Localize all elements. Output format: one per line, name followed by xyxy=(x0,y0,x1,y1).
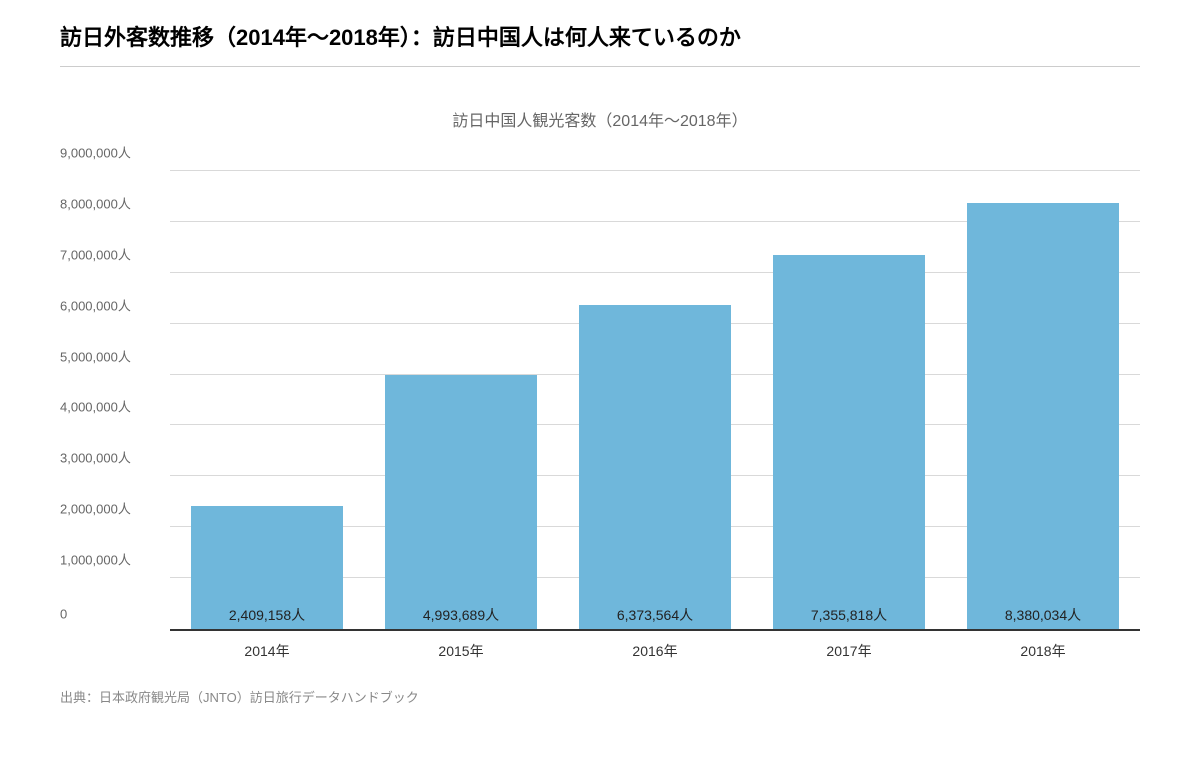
x-tick-label: 2016年 xyxy=(558,635,752,661)
bar-value-label: 4,993,689人 xyxy=(423,605,499,625)
bar-value-label: 7,355,818人 xyxy=(811,605,887,625)
bar-slot: 8,380,034人 xyxy=(946,171,1140,629)
bar-slot: 6,373,564人 xyxy=(558,171,752,629)
x-tick-label: 2014年 xyxy=(170,635,364,661)
x-tick-label: 2018年 xyxy=(946,635,1140,661)
plot-area: 2,409,158人 4,993,689人 6,373,564人 7,355,818人… xyxy=(170,171,1140,631)
y-tick-label: 5,000,000人 xyxy=(60,346,160,365)
bar: 6,373,564人 xyxy=(579,305,730,629)
y-tick-label: 1,000,000人 xyxy=(60,550,160,569)
bar: 7,355,818人 xyxy=(773,255,924,629)
y-tick-label: 6,000,000人 xyxy=(60,295,160,314)
bars-container: 2,409,158人 4,993,689人 6,373,564人 7,355,818人… xyxy=(170,171,1140,629)
y-tick-label: 3,000,000人 xyxy=(60,448,160,467)
bar-chart: 2,409,158人 4,993,689人 6,373,564人 7,355,818人… xyxy=(60,171,1140,661)
bar: 8,380,034人 xyxy=(967,203,1118,629)
source-citation: 出典：日本政府観光局（JNTO）訪日旅行データハンドブック xyxy=(60,687,1140,706)
x-tick-label: 2017年 xyxy=(752,635,946,661)
page-title: 訪日外客数推移（2014年～2018年）：訪日中国人は何人来ているのか xyxy=(60,20,1140,67)
bar-slot: 4,993,689人 xyxy=(364,171,558,629)
y-tick-label: 0 xyxy=(60,607,160,622)
bar-slot: 2,409,158人 xyxy=(170,171,364,629)
x-axis-labels: 2014年2015年2016年2017年2018年 xyxy=(170,635,1140,661)
bar-value-label: 8,380,034人 xyxy=(1005,605,1081,625)
bar-slot: 7,355,818人 xyxy=(752,171,946,629)
y-tick-label: 2,000,000人 xyxy=(60,499,160,518)
y-tick-label: 4,000,000人 xyxy=(60,397,160,416)
bar-value-label: 2,409,158人 xyxy=(229,605,305,625)
bar: 2,409,158人 xyxy=(191,506,342,629)
bar: 4,993,689人 xyxy=(385,375,536,629)
chart-title: 訪日中国人観光客数（2014年～2018年） xyxy=(60,107,1140,131)
y-tick-label: 7,000,000人 xyxy=(60,244,160,263)
x-tick-label: 2015年 xyxy=(364,635,558,661)
y-tick-label: 9,000,000人 xyxy=(60,143,160,162)
y-tick-label: 8,000,000人 xyxy=(60,193,160,212)
bar-value-label: 6,373,564人 xyxy=(617,605,693,625)
